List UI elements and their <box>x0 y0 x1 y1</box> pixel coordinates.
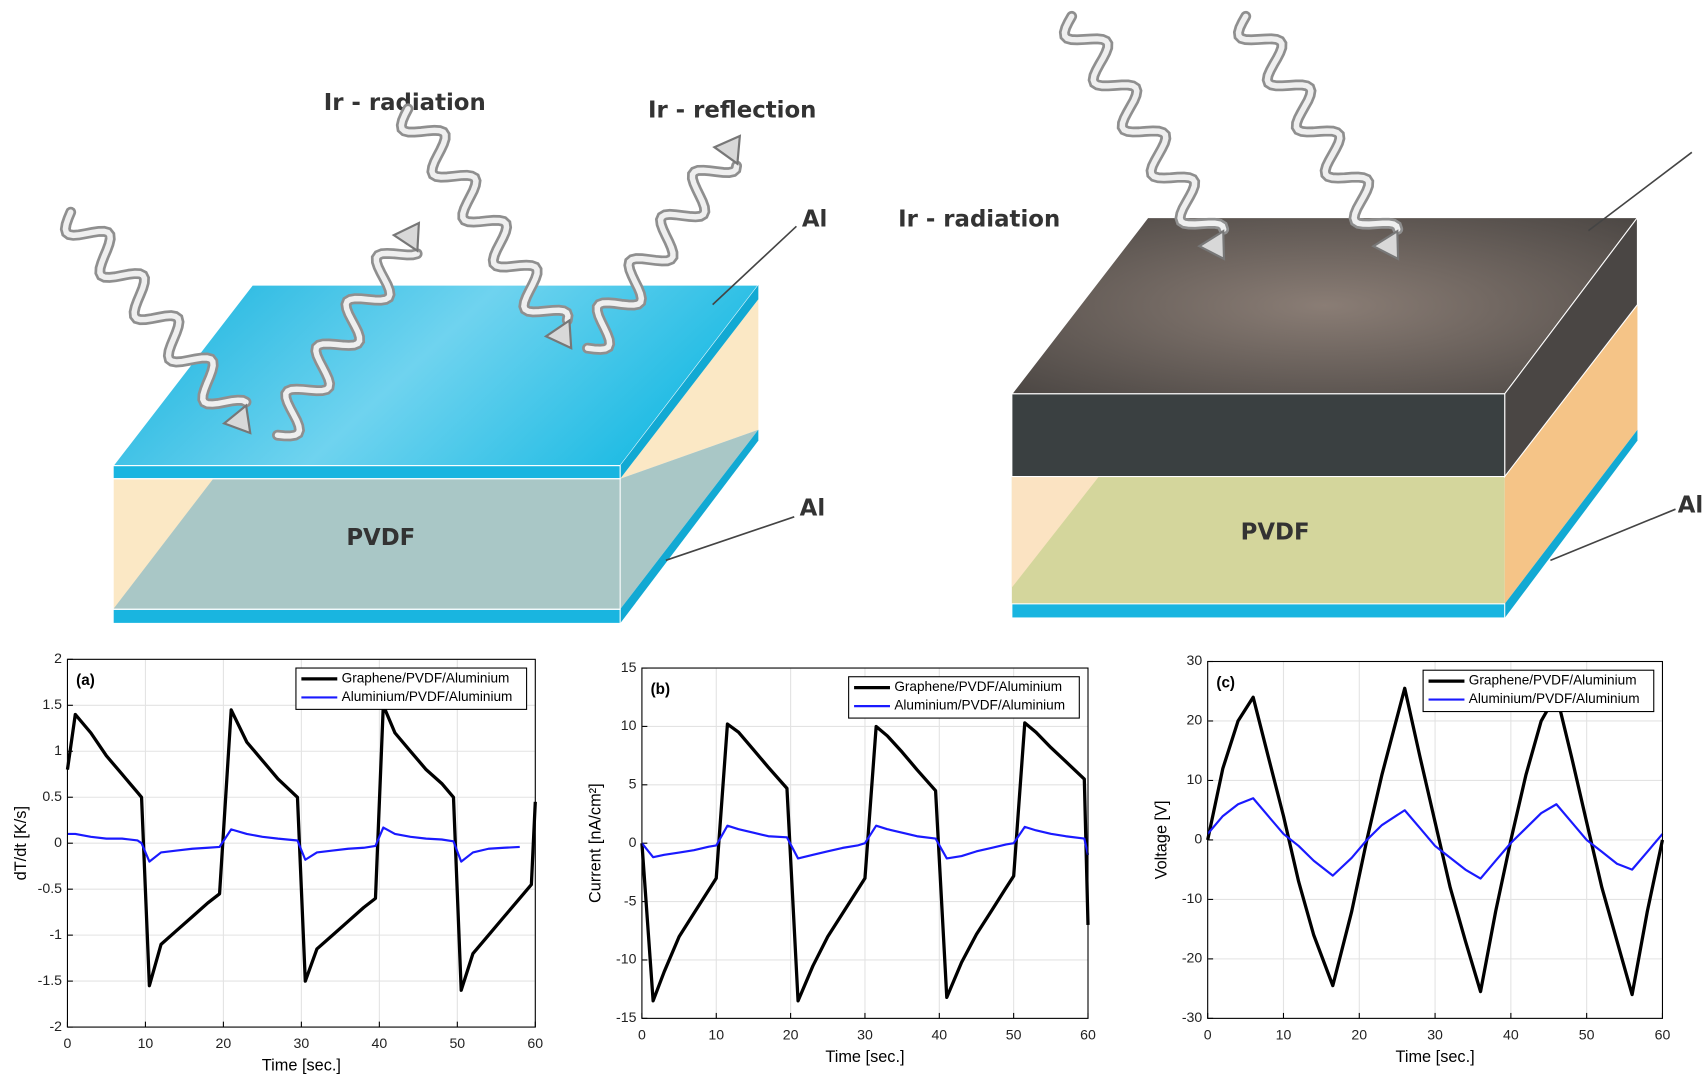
x-tick-label: 60 <box>1655 1027 1671 1043</box>
panel-label: (c) <box>1216 674 1235 691</box>
wave <box>1238 16 1397 229</box>
legend-label: Aluminium/PVDF/Aluminium <box>342 689 513 704</box>
panel-label: (b) <box>651 681 670 698</box>
x-tick-label: 10 <box>708 1027 724 1043</box>
leader-line <box>1588 152 1691 230</box>
wave <box>1064 16 1223 229</box>
x-tick-label: 0 <box>1204 1027 1212 1043</box>
x-tick-label: 50 <box>1006 1027 1022 1043</box>
y-tick-label: -5 <box>624 892 637 908</box>
y-tick-label: 30 <box>1187 652 1203 668</box>
y-tick-label: -0.5 <box>38 880 62 896</box>
x-tick-label: 30 <box>1427 1027 1443 1043</box>
y-axis-label: Current [nA/cm²] <box>587 783 605 903</box>
graphene-front <box>1012 394 1505 477</box>
y-tick-label: 1 <box>54 742 62 758</box>
x-axis-label: Time [sec.] <box>825 1048 904 1066</box>
x-tick-label: 50 <box>1579 1027 1595 1043</box>
y-tick-label: 5 <box>629 776 637 792</box>
x-tick-label: 60 <box>527 1035 543 1051</box>
y-tick-label: -20 <box>1182 950 1203 966</box>
x-tick-label: 20 <box>1351 1027 1367 1043</box>
legend-label: Aluminium/PVDF/Aluminium <box>1469 691 1640 706</box>
label: Al <box>1678 492 1704 518</box>
al-bottom-front <box>113 609 620 623</box>
x-tick-label: 50 <box>449 1035 465 1051</box>
wave <box>1238 16 1397 229</box>
y-tick-label: -1 <box>49 926 62 942</box>
x-tick-label: 0 <box>638 1027 646 1043</box>
x-tick-label: 10 <box>1276 1027 1292 1043</box>
y-axis-label: Voltage [V] <box>1152 800 1170 879</box>
x-axis-label: Time [sec.] <box>1395 1048 1474 1066</box>
y-tick-label: 0 <box>1194 831 1202 847</box>
legend-label: Graphene/PVDF/Aluminium <box>894 679 1062 694</box>
y-tick-label: -15 <box>616 1009 637 1025</box>
x-tick-label: 0 <box>64 1035 72 1051</box>
y-axis-label: dT/dt [K/s] <box>12 806 30 880</box>
y-tick-label: -10 <box>616 951 637 967</box>
legend-label: Graphene/PVDF/Aluminium <box>342 671 510 686</box>
y-tick-label: -10 <box>1182 890 1203 906</box>
al-bottom-front <box>1012 604 1505 618</box>
panel-label: (a) <box>76 672 95 689</box>
legend-label: Graphene/PVDF/Aluminium <box>1469 673 1637 688</box>
legend-label: Aluminium/PVDF/Aluminium <box>894 698 1065 713</box>
y-tick-label: -2 <box>49 1018 62 1034</box>
arrow-head <box>714 136 739 164</box>
x-tick-label: 40 <box>371 1035 387 1051</box>
arrow-head <box>394 223 419 251</box>
figure: Ir - radiation Ir - reflection Al Al PVD… <box>0 0 1706 1077</box>
label: Al <box>800 496 826 522</box>
x-tick-label: 20 <box>783 1027 799 1043</box>
y-tick-label: 0.5 <box>42 788 62 804</box>
al-top-front <box>113 466 620 479</box>
x-tick-label: 40 <box>931 1027 947 1043</box>
y-tick-label: -30 <box>1182 1009 1203 1025</box>
label: Ir - reflection <box>648 97 816 123</box>
page: Ir - radiation Ir - reflection Al Al PVD… <box>0 0 1706 1077</box>
y-tick-label: 10 <box>621 717 637 733</box>
y-tick-label: -1.5 <box>38 972 62 988</box>
x-tick-label: 30 <box>294 1035 310 1051</box>
x-tick-label: 60 <box>1080 1027 1096 1043</box>
label: Ir - radiation <box>898 206 1060 232</box>
diagrams: Ir - radiation Ir - reflection Al Al PVD… <box>65 16 1703 623</box>
y-tick-label: 10 <box>1187 771 1203 787</box>
wave <box>1064 16 1223 229</box>
y-tick-label: 20 <box>1187 712 1203 728</box>
y-tick-label: 0 <box>629 834 637 850</box>
y-tick-label: 15 <box>621 659 637 675</box>
x-axis-label: Time [sec.] <box>262 1057 341 1075</box>
y-tick-label: 0 <box>54 834 62 850</box>
label: PVDF <box>1241 520 1310 546</box>
y-tick-label: 1.5 <box>42 696 62 712</box>
y-tick-label: 2 <box>54 650 62 666</box>
x-tick-label: 10 <box>138 1035 154 1051</box>
label: PVDF <box>346 525 415 551</box>
label: Al <box>802 206 828 232</box>
x-tick-label: 20 <box>216 1035 232 1051</box>
x-tick-label: 30 <box>857 1027 873 1043</box>
x-tick-label: 40 <box>1503 1027 1519 1043</box>
